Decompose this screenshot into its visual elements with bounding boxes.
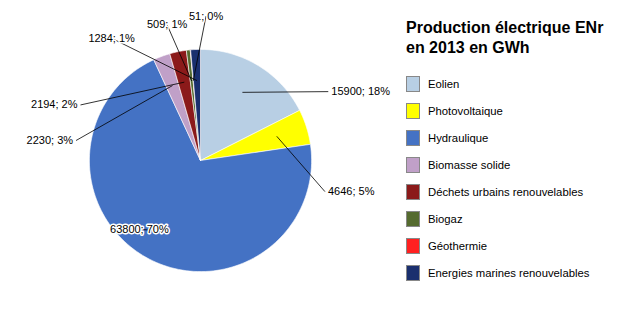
html-text:Production électrique ENr en 2: Production électrique ENr en 2013 en GWh <box>406 19 604 56</box>
svg-text:15900; 18%: 15900; 18% <box>331 85 390 97</box>
svg-text:1284; 1%: 1284; 1% <box>88 32 135 44</box>
svg-text:509; 1%: 509; 1% <box>147 18 188 30</box>
html-text:Eolien: Eolien <box>428 77 460 90</box>
html-text:Hydraulique: Hydraulique <box>428 131 489 144</box>
html-text:Biogaz: Biogaz <box>428 212 463 225</box>
svg-text:2230; 3%: 2230; 3% <box>27 134 74 146</box>
svg-text:2194; 2%: 2194; 2% <box>31 98 78 110</box>
html-text:Photovoltaique: Photovoltaique <box>428 104 503 117</box>
html-text:Energies marines renouvelables: Energies marines renouvelables <box>428 266 590 279</box>
svg-text:63800; 70%: 63800; 70% <box>110 223 169 235</box>
html-text:Biomasse solide: Biomasse solide <box>428 158 511 171</box>
html-text:Géothermie: Géothermie <box>428 239 487 252</box>
svg-text:4646; 5%: 4646; 5% <box>328 185 375 197</box>
svg-text:51; 0%: 51; 0% <box>189 10 223 22</box>
html-text:Déchets urbains renouvelables: Déchets urbains renouvelables <box>428 185 584 198</box>
